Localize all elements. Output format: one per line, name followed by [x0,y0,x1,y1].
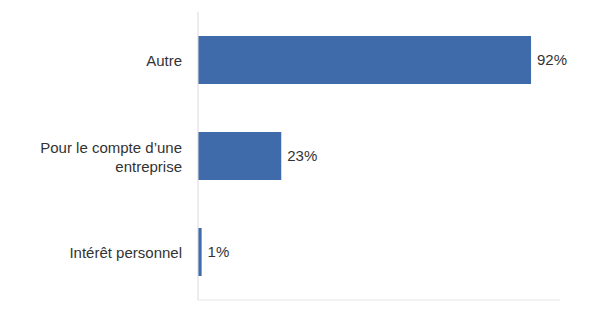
svg-text:Intérêt personnel: Intérêt personnel [69,244,182,261]
svg-text:Pour le compte d’uneentreprise: Pour le compte d’uneentreprise [40,138,182,174]
svg-text:92%: 92% [537,51,567,68]
svg-text:1%: 1% [208,243,230,260]
svg-text:Autre: Autre [146,52,182,69]
svg-text:23%: 23% [287,147,317,164]
